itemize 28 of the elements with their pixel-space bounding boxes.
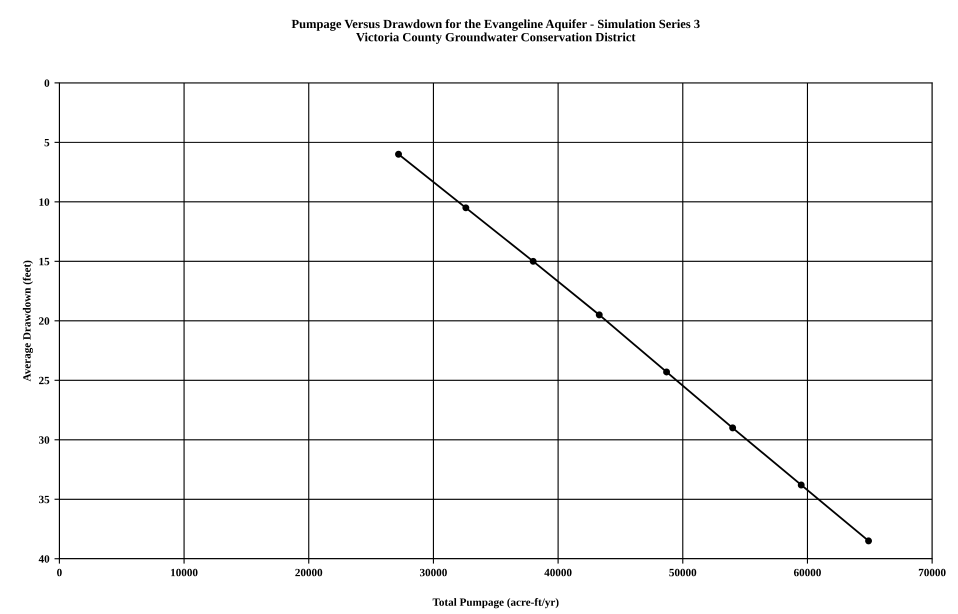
chart-title: Pumpage Versus Drawdown for the Evangeline Aquifer - Simulation Series 3 Victoria County Groundwater Conservation District [292, 19, 700, 44]
y-tick-label: 15 [39, 258, 50, 266]
x-tick-label: 40000 [544, 568, 572, 576]
point [663, 368, 670, 376]
y-tick-label: 40 [38, 555, 50, 563]
point [596, 311, 603, 318]
x-tick-label: 30000 [420, 568, 447, 576]
y-tick-label: 5 [44, 138, 50, 146]
point [530, 258, 537, 265]
y-tick-label: 35 [38, 496, 50, 504]
x-tick-label: 50000 [669, 568, 696, 576]
point [729, 424, 736, 432]
y-tick-label: 0 [44, 79, 50, 87]
point [462, 204, 470, 212]
x-tick-label: 70000 [918, 568, 946, 576]
point [798, 482, 805, 488]
y-tick-label: 25 [39, 376, 50, 384]
y-tick-label: 20 [39, 317, 50, 325]
x-tick-label: 0 [57, 568, 62, 576]
x-axis-title: Total Pumpage (acre-ft/yr) [432, 598, 559, 608]
y-axis-title: Average Drawdown (feet) [22, 260, 34, 382]
point [395, 150, 402, 158]
point [865, 537, 872, 544]
y-tick-label: 10 [39, 198, 50, 206]
x-tick-label: 20000 [295, 568, 322, 576]
y-tick-label: 30 [38, 436, 50, 444]
x-tick-label: 60000 [794, 568, 821, 576]
x-tick-label: 10000 [171, 568, 198, 576]
